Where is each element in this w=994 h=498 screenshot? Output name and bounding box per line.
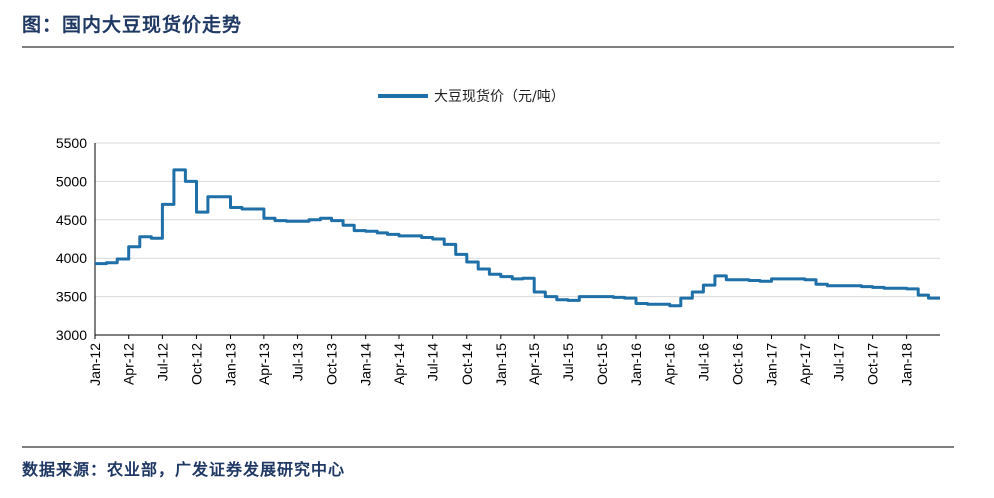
legend-label: 大豆现货价（元/吨） [434, 88, 565, 105]
x-tick-label: Jul-15 [560, 343, 576, 381]
bottom-divider [22, 446, 954, 448]
page-title: 图：国内大豆现货价走势 [22, 14, 243, 36]
grid-lines [95, 142, 940, 298]
series-line [95, 168, 940, 308]
x-tick-label: Jan-13 [223, 343, 239, 386]
y-tick-label: 3500 [56, 289, 87, 305]
x-tick-label: Jan-15 [493, 343, 509, 386]
x-tick-label: Oct-16 [729, 343, 745, 385]
axes [94, 143, 940, 336]
x-tick-label: Oct-17 [865, 343, 881, 385]
x-tick-label: Jul-17 [831, 343, 847, 381]
x-tick-label: Apr-14 [391, 343, 407, 385]
x-tick-label: Jan-17 [764, 343, 780, 386]
y-tick-label: 3000 [56, 327, 87, 343]
x-tick-label: Jan-12 [87, 343, 103, 386]
x-tick-label: Apr-15 [526, 343, 542, 385]
y-tick-label: 4500 [56, 212, 87, 228]
x-tick-label: Apr-12 [121, 343, 137, 385]
y-axis-ticks: 3000 3500 4000 4500 5000 5500 [56, 135, 87, 343]
x-tick-label: Jul-12 [154, 343, 170, 381]
x-tick-label: Oct-15 [594, 343, 610, 385]
x-tick-label: Jan-16 [628, 343, 644, 386]
x-tick-label: Apr-16 [662, 343, 678, 385]
soybean-price-chart: 3000 3500 4000 4500 5000 5500 Jan-12 Apr-12 Jul… [56, 88, 940, 386]
legend: 大豆现货价（元/吨） [378, 88, 565, 105]
x-tick-label: Jul-14 [425, 343, 441, 381]
x-tick-label: Oct-14 [459, 343, 475, 385]
x-tick-label: Apr-17 [797, 343, 813, 385]
x-axis-ticks: Jan-12 Apr-12 Jul-12 Oct-12 Jan-13 Apr-13 Jul-… [87, 335, 915, 386]
series-group [94, 168, 940, 308]
x-tick-label: Jan-18 [899, 343, 915, 386]
source-note: 数据来源：农业部，广发证券发展研究中心 [22, 460, 346, 479]
y-tick-label: 4000 [56, 250, 87, 266]
top-divider [22, 46, 954, 48]
x-tick-label: Jan-14 [358, 343, 374, 386]
x-tick-label: Oct-13 [324, 343, 340, 385]
x-tick-label: Jul-16 [695, 343, 711, 381]
x-tick-label: Apr-13 [256, 343, 272, 385]
y-tick-label: 5000 [56, 173, 87, 189]
x-tick-label: Oct-12 [188, 343, 204, 385]
y-tick-label: 5500 [56, 135, 87, 151]
x-tick-label: Jul-13 [290, 343, 306, 381]
